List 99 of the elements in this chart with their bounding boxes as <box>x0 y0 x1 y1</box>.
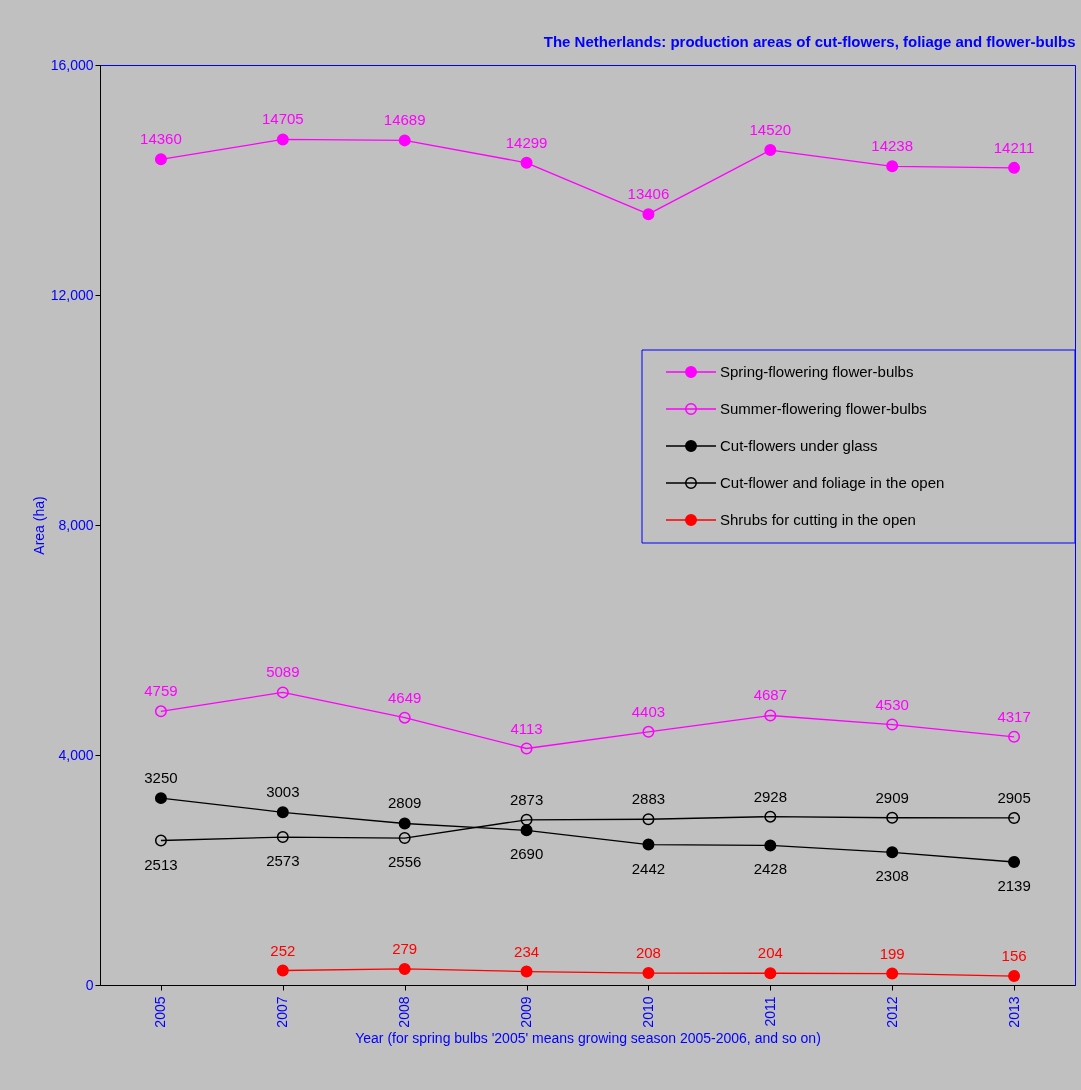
x-tick-label: 2010 <box>639 996 656 1028</box>
point <box>276 964 289 977</box>
data-label: 234 <box>514 942 540 960</box>
x-tick-label: 2011 <box>761 996 778 1027</box>
point <box>1008 856 1021 868</box>
data-label: 2909 <box>875 788 909 806</box>
point <box>886 718 899 731</box>
data-label: 208 <box>635 944 661 962</box>
point <box>398 817 411 830</box>
data-label: 252 <box>270 941 296 959</box>
point <box>154 705 167 718</box>
x-tick-label: 2009 <box>518 996 535 1028</box>
point <box>520 156 533 169</box>
point <box>1008 811 1021 824</box>
point <box>520 824 533 837</box>
legend-label: Cut-flower and foliage in the open <box>720 474 945 491</box>
data-label: 2873 <box>509 790 544 808</box>
data-label: 4759 <box>144 682 178 700</box>
point <box>398 711 411 724</box>
point <box>398 962 411 975</box>
point <box>1008 161 1021 174</box>
point <box>1008 730 1021 743</box>
point <box>642 208 655 221</box>
data-label: 4687 <box>753 686 787 704</box>
y-axis-title: Area (ha) <box>30 496 47 555</box>
data-label: 2809 <box>388 794 422 812</box>
point <box>886 811 899 824</box>
data-label: 3003 <box>266 783 300 801</box>
data-label: 4649 <box>388 688 422 706</box>
data-label: 2442 <box>631 859 666 877</box>
x-tick-label: 2008 <box>396 996 413 1028</box>
data-label: 5089 <box>266 663 300 681</box>
x-tick-label: 2005 <box>152 996 169 1028</box>
point <box>276 686 289 699</box>
point <box>154 792 167 805</box>
point <box>764 810 777 823</box>
point <box>276 831 289 844</box>
legend-label: Cut-flowers under glass <box>720 437 878 454</box>
data-label: 199 <box>879 944 905 962</box>
y-tick-label: 16,000 <box>50 56 94 73</box>
x-axis-title: Year (for spring bulbs '2005' means growing season 2005-2006, and so on) <box>355 1029 821 1046</box>
y-tick-label: 8,000 <box>58 516 94 533</box>
data-label: 204 <box>757 944 783 962</box>
point <box>886 967 899 980</box>
x-tick-label: 2013 <box>1005 996 1022 1028</box>
chart-title: The Netherlands: production areas of cut-flowers, foliage and flower-bulbs <box>543 33 1076 50</box>
y-tick-label: 0 <box>85 976 94 993</box>
point <box>154 153 167 166</box>
data-label: 4113 <box>510 719 543 737</box>
data-label: 14211 <box>993 138 1035 156</box>
point <box>276 806 289 819</box>
data-label: 2905 <box>997 788 1031 806</box>
point <box>642 813 655 826</box>
data-label: 156 <box>1001 947 1027 965</box>
data-label: 14238 <box>871 137 914 155</box>
data-label: 14689 <box>383 111 426 129</box>
data-label: 2139 <box>997 877 1031 895</box>
point <box>398 134 411 147</box>
legend-label: Shrubs for cutting in the open <box>720 511 916 528</box>
y-tick-label: 4,000 <box>58 746 94 763</box>
point <box>764 839 777 852</box>
data-label: 2428 <box>753 860 787 878</box>
point <box>520 742 533 755</box>
point <box>642 725 655 738</box>
point <box>764 967 777 980</box>
data-label: 2556 <box>388 853 422 871</box>
data-label: 14299 <box>505 133 548 151</box>
data-label: 4403 <box>631 702 666 720</box>
point <box>276 133 289 146</box>
x-tick-label: 2012 <box>883 996 900 1028</box>
data-label: 4317 <box>997 707 1031 725</box>
point <box>398 832 411 845</box>
data-label: 2928 <box>753 787 787 805</box>
data-label: 14520 <box>749 121 792 139</box>
legend-label: Summer-flowering flower-bulbs <box>720 400 927 417</box>
legend-label: Spring-flowering flower-bulbs <box>720 363 914 380</box>
point <box>886 160 899 173</box>
data-label: 2513 <box>144 855 178 873</box>
data-label: 14705 <box>261 110 304 128</box>
data-label: 2883 <box>631 790 666 808</box>
data-label: 3250 <box>144 769 178 787</box>
point <box>1008 970 1021 983</box>
x-tick-label: 2007 <box>274 996 291 1028</box>
data-label: 279 <box>392 939 418 957</box>
point <box>642 967 655 980</box>
point <box>764 709 777 722</box>
point <box>520 813 533 826</box>
data-label: 14360 <box>140 130 182 148</box>
data-label: 4530 <box>875 695 909 713</box>
data-label: 2573 <box>266 852 300 870</box>
point <box>642 838 655 851</box>
point <box>520 965 533 978</box>
data-label: 13406 <box>627 185 670 203</box>
point <box>886 846 899 859</box>
data-label: 2308 <box>875 867 909 885</box>
data-label: 2690 <box>509 845 544 863</box>
point <box>154 834 167 847</box>
point <box>764 144 777 157</box>
y-tick-label: 12,000 <box>50 286 94 303</box>
